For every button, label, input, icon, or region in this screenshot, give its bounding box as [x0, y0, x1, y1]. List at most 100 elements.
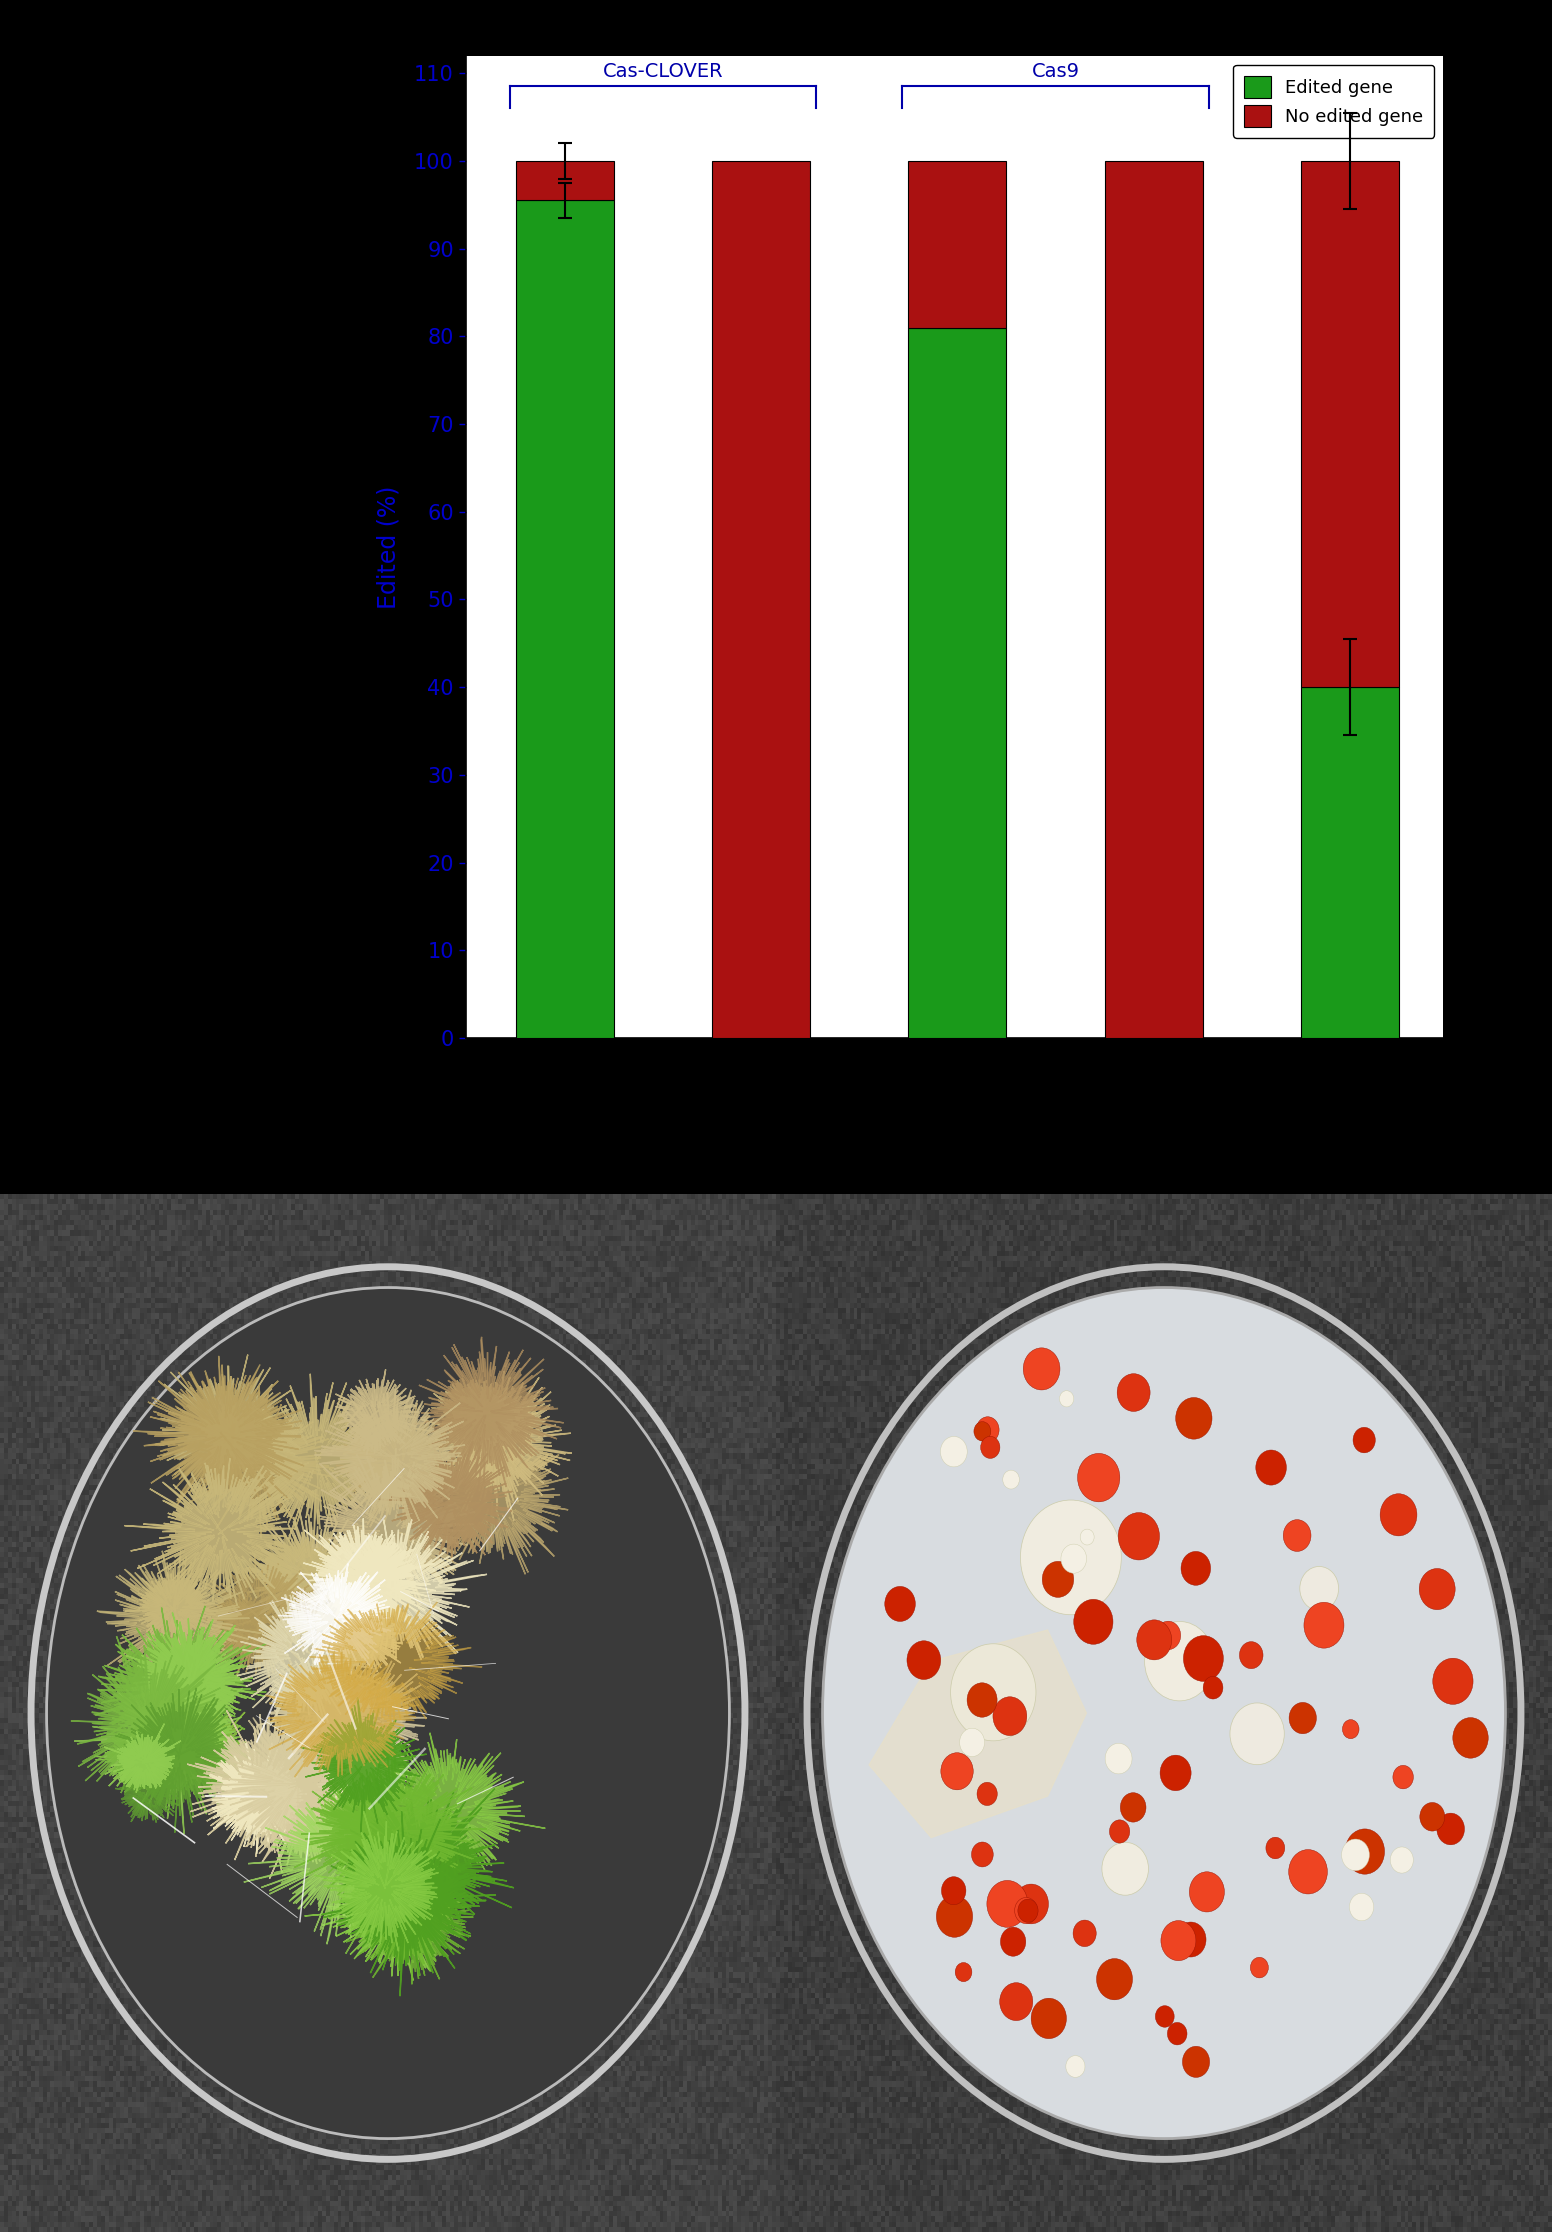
Ellipse shape [1080, 1529, 1094, 1545]
Ellipse shape [1342, 1719, 1360, 1739]
Polygon shape [318, 1449, 476, 1609]
Ellipse shape [1097, 1960, 1133, 2000]
Ellipse shape [1353, 1426, 1375, 1453]
Polygon shape [301, 1649, 427, 1803]
Polygon shape [341, 1850, 473, 1984]
Polygon shape [74, 1656, 261, 1835]
Ellipse shape [1060, 1391, 1074, 1406]
Bar [1301, 161, 1398, 687]
Ellipse shape [1156, 1620, 1181, 1649]
Ellipse shape [942, 1877, 965, 1904]
Polygon shape [315, 1810, 439, 1953]
Polygon shape [133, 1355, 304, 1507]
Bar [515, 201, 615, 1038]
Ellipse shape [1013, 1884, 1049, 1924]
Polygon shape [230, 1743, 383, 1879]
Ellipse shape [1346, 1828, 1384, 1875]
Bar [908, 161, 1007, 328]
Ellipse shape [1290, 1703, 1316, 1734]
Ellipse shape [975, 1422, 990, 1442]
Polygon shape [442, 1377, 542, 1471]
Ellipse shape [1074, 1600, 1113, 1645]
Polygon shape [157, 1710, 259, 1806]
Polygon shape [188, 1384, 338, 1538]
Legend: Edited gene, No edited gene: Edited gene, No edited gene [1232, 65, 1434, 138]
Polygon shape [234, 1373, 405, 1540]
Ellipse shape [1176, 1397, 1212, 1440]
Polygon shape [379, 1442, 512, 1562]
Polygon shape [414, 1337, 563, 1491]
Ellipse shape [1021, 1500, 1122, 1614]
Ellipse shape [1117, 1373, 1150, 1411]
Polygon shape [414, 1370, 573, 1520]
Ellipse shape [1189, 1873, 1225, 1913]
Polygon shape [323, 1603, 405, 1674]
Polygon shape [324, 1725, 413, 1810]
Ellipse shape [1001, 1926, 1026, 1955]
Ellipse shape [972, 1841, 993, 1866]
Ellipse shape [1110, 1819, 1130, 1844]
Polygon shape [295, 1761, 439, 1906]
Polygon shape [95, 1725, 174, 1790]
Polygon shape [137, 1712, 219, 1783]
Polygon shape [115, 1759, 180, 1824]
Ellipse shape [1181, 1551, 1211, 1585]
Ellipse shape [1420, 1803, 1445, 1830]
Ellipse shape [1184, 1636, 1223, 1681]
Polygon shape [304, 1828, 469, 1980]
Polygon shape [265, 1652, 421, 1777]
Ellipse shape [941, 1752, 973, 1790]
Ellipse shape [1350, 1893, 1374, 1922]
Polygon shape [300, 1518, 442, 1645]
Polygon shape [315, 1386, 466, 1522]
Polygon shape [410, 1415, 568, 1574]
Ellipse shape [1299, 1567, 1338, 1612]
Polygon shape [251, 1531, 351, 1620]
Y-axis label: Edited (%): Edited (%) [376, 484, 400, 609]
Polygon shape [317, 1736, 413, 1828]
Polygon shape [869, 1629, 1086, 1837]
Ellipse shape [1161, 1920, 1197, 1960]
Polygon shape [96, 1545, 262, 1701]
Polygon shape [278, 1565, 391, 1674]
Ellipse shape [954, 1962, 972, 1982]
Polygon shape [306, 1752, 487, 1906]
Ellipse shape [936, 1895, 973, 1937]
Ellipse shape [906, 1641, 941, 1678]
Polygon shape [244, 1788, 439, 1944]
Polygon shape [309, 1603, 483, 1723]
Polygon shape [202, 1591, 279, 1667]
Text: Cas-CLOVER: Cas-CLOVER [602, 62, 723, 80]
Ellipse shape [1419, 1569, 1456, 1609]
Ellipse shape [1341, 1839, 1369, 1870]
Polygon shape [237, 1587, 383, 1725]
Ellipse shape [1175, 1922, 1206, 1957]
Ellipse shape [1062, 1545, 1086, 1574]
Ellipse shape [1023, 1348, 1060, 1391]
Ellipse shape [1380, 1493, 1417, 1536]
Ellipse shape [1015, 1897, 1037, 1924]
Ellipse shape [1121, 1792, 1145, 1821]
Polygon shape [321, 1812, 495, 1995]
Ellipse shape [1077, 1453, 1121, 1502]
Polygon shape [196, 1553, 332, 1681]
Polygon shape [256, 1645, 391, 1779]
Polygon shape [213, 1707, 382, 1859]
Polygon shape [301, 1699, 427, 1832]
Ellipse shape [1043, 1562, 1074, 1598]
Ellipse shape [1288, 1850, 1327, 1895]
Ellipse shape [967, 1683, 996, 1716]
Ellipse shape [1437, 1812, 1465, 1846]
Polygon shape [188, 1710, 346, 1873]
Ellipse shape [1144, 1620, 1214, 1701]
Ellipse shape [987, 1879, 1027, 1926]
Polygon shape [431, 1377, 517, 1457]
Ellipse shape [1203, 1676, 1223, 1699]
Polygon shape [210, 1743, 307, 1855]
Ellipse shape [1072, 1920, 1096, 1946]
Ellipse shape [1304, 1603, 1344, 1647]
Polygon shape [366, 1893, 438, 1962]
Polygon shape [71, 1636, 233, 1795]
Ellipse shape [1256, 1451, 1287, 1484]
Polygon shape [337, 1788, 514, 1935]
